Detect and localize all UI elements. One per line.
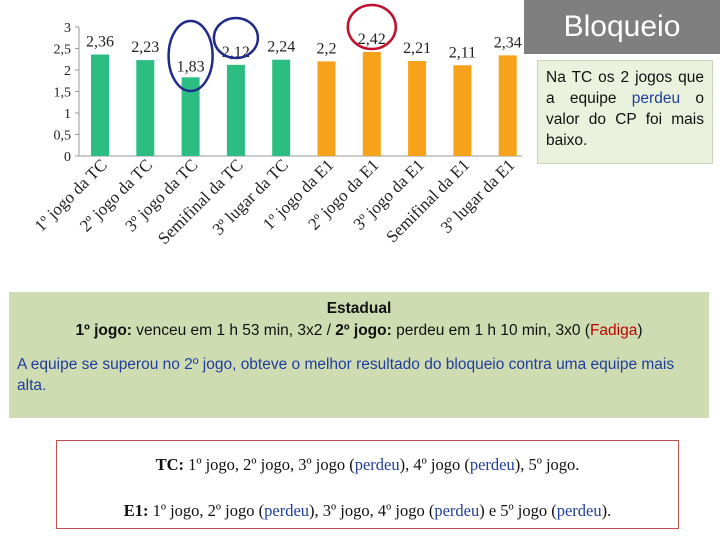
y-tick-label: 2,5: [54, 43, 72, 58]
tc-lost-1: perdeu: [354, 455, 400, 474]
e1-text-a: 1º jogo, 2º jogo (: [148, 501, 265, 520]
bar-value-label: 2,2: [317, 40, 337, 57]
bar: [317, 61, 336, 156]
stats-heading: Estadual: [326, 300, 392, 317]
stats-paragraph: A equipe se superou no 2º jogo, obteve o…: [17, 356, 675, 394]
e1-text-d: ).: [601, 501, 612, 520]
bar-value-label: 2,21: [403, 40, 431, 57]
stats-box: Estadual 1º jogo: venceu em 1 h 53 min, …: [9, 292, 709, 418]
highlight-circle: [212, 16, 260, 60]
e1-lost-2: perdeu: [434, 501, 480, 520]
tc-text-a: 1º jogo, 2º jogo, 3º jogo (: [183, 455, 355, 474]
highlight-circle: [167, 19, 214, 93]
bar-value-label: 2,24: [267, 39, 295, 56]
note-text-1: Na TC os 2 jogos que a equipe: [546, 69, 704, 107]
tc-results-line: TC: 1º jogo, 2º jogo, 3º jogo (perdeu), …: [57, 455, 678, 475]
tc-text-c: ), 5º jogo.: [514, 455, 580, 474]
y-tick-label: 2: [64, 64, 71, 79]
bar-value-label: 2,23: [131, 39, 159, 56]
bar-value-label: 2,34: [494, 34, 522, 51]
y-tick-label: 1,5: [54, 86, 72, 101]
e1-label: E1:: [123, 501, 149, 520]
e1-results-line: E1: 1º jogo, 2º jogo (perdeu), 3º jogo, …: [57, 501, 678, 521]
bar: [181, 77, 200, 156]
game1-label: 1º jogo:: [75, 322, 132, 339]
bar-value-label: 2,11: [449, 44, 476, 61]
results-box: TC: 1º jogo, 2º jogo, 3º jogo (perdeu), …: [56, 440, 679, 529]
game1-text: venceu em 1 h 53 min, 3x2 /: [131, 322, 336, 339]
bar: [91, 54, 109, 156]
highlight-circle: [346, 3, 398, 51]
y-tick-label: 3: [64, 21, 71, 36]
bar: [408, 60, 427, 156]
bar: [498, 55, 517, 156]
e1-text-b: ), 3º jogo, 4º jogo (: [309, 501, 435, 520]
bar: [272, 59, 291, 156]
bar: [136, 60, 155, 156]
slide-title: Bloqueio: [524, 0, 720, 54]
e1-lost-1: perdeu: [264, 501, 310, 520]
game2-label: 2º jogo:: [335, 322, 392, 339]
tc-label: TC:: [155, 455, 184, 474]
fatigue-text: Fadiga: [589, 322, 638, 339]
e1-text-c: ) e 5º jogo (: [479, 501, 557, 520]
y-tick-label: 0,5: [54, 129, 72, 144]
bar: [226, 64, 245, 156]
close-paren: ): [637, 322, 643, 339]
bar-value-label: 2,42: [358, 31, 386, 48]
note-text-2: o valor do CP foi mais baixo.: [546, 90, 704, 149]
slide-title-text: Bloqueio: [563, 10, 681, 43]
tc-lost-2: perdeu: [469, 455, 515, 474]
bar-value-label: 1,83: [177, 58, 205, 75]
tc-text-b: ), 4º jogo (: [399, 455, 470, 474]
note-highlight: perdeu: [631, 90, 681, 107]
bar: [362, 51, 381, 156]
y-tick-label: 1: [64, 107, 71, 122]
e1-lost-3: perdeu: [556, 501, 602, 520]
game2-text: perdeu em 1 h 10 min, 3x0 (: [391, 322, 590, 339]
bar-value-label: 2,36: [86, 34, 114, 51]
bar: [453, 65, 472, 156]
stats-games-line: 1º jogo: venceu em 1 h 53 min, 3x2 / 2º …: [17, 320, 701, 342]
y-tick-label: 0: [64, 150, 71, 165]
note-box: Na TC os 2 jogos que a equipe perdeu o v…: [537, 60, 713, 164]
